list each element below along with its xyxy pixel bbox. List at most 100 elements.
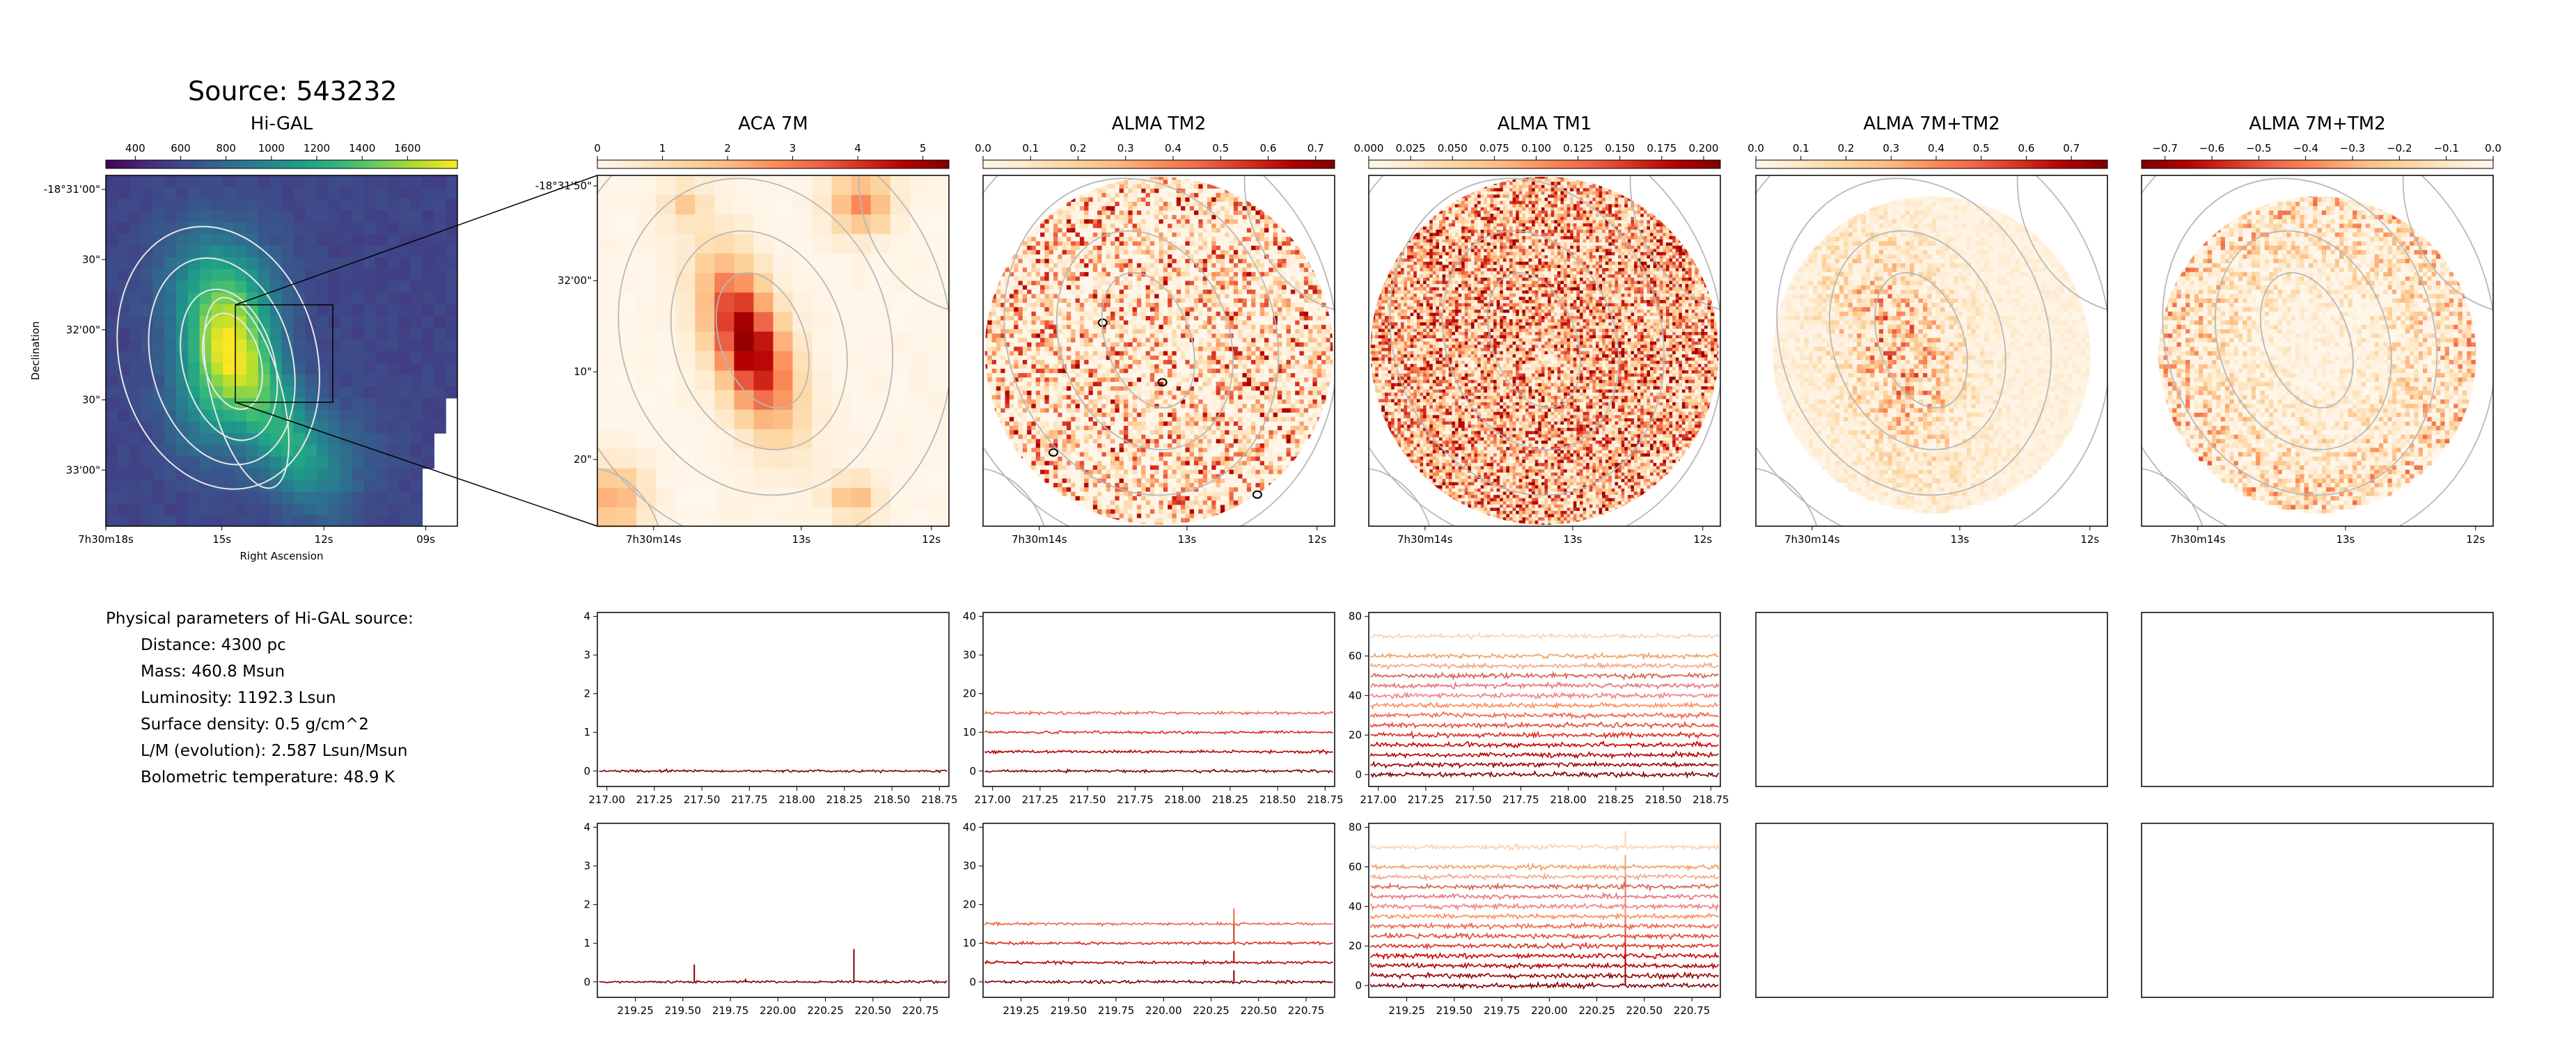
map-image [1370,177,1719,525]
contour-line [203,296,290,489]
map-title: ALMA TM2 [1112,113,1207,134]
spectrum-series [984,958,1333,966]
spectrum-series [1369,902,1720,912]
y-tick-label: 0 [583,976,590,988]
source-marker [1157,378,1168,387]
map-panel-4: ALMA TM1 0.000 0.025 0.050 0.075 0.100 0.125 0.… [1354,113,1721,546]
spectrum-series [1369,740,1719,750]
x-tick-label: 218.00 [1164,793,1201,806]
spectrum-series [1369,981,1719,990]
param-distance: Distance: 4300 pc [106,632,414,658]
spectrum-series [1369,750,1719,759]
y-tick-label: 0 [1355,768,1362,781]
colorbar-tick-label: 0.7 [2063,142,2080,155]
y-tick-label: 80 [1349,821,1362,834]
param-lm-ratio: L/M (evolution): 2.587 Lsun/Msun [106,738,414,764]
colorbar-tick-label: −0.2 [2387,142,2412,155]
spectrum-series [599,768,948,774]
y-tick-label: 33'00" [66,464,100,476]
y-tick-label: 32'00" [66,324,100,336]
colorbar-tick-label: 0.000 [1354,142,1384,155]
map-title: ALMA TM1 [1498,113,1592,134]
param-bolometric-temperature: Bolometric temperature: 48.9 K [106,764,414,791]
x-tick-label: 217.50 [1455,793,1492,806]
colorbar-tick-label: −0.1 [2433,142,2458,155]
map-panel-6: ALMA 7M+TM2 −0.7 −0.6 −0.5 −0.4 −0.3 −0.2 −0.1 0… [2141,113,2502,546]
y-tick-label: -18°31'50" [535,180,592,192]
y-tick-label: 20 [963,688,976,700]
spectrum-series [1369,961,1720,970]
y-tick-label: 10 [963,937,976,949]
spectrum-frame [1755,612,2108,787]
x-tick-label: 218.25 [1212,793,1249,806]
map-image [984,177,1333,525]
map-image [106,175,457,526]
x-tick-label: 218.50 [874,793,911,806]
colorbar-tick-label: 0.175 [1647,142,1676,155]
colorbar [597,159,950,169]
spectrum-frame [982,612,1335,787]
x-tick-label: 217.50 [1069,793,1106,806]
spectrum-series [1369,729,1720,740]
colorbar-tick-label: 0.4 [1165,142,1181,155]
x-tick-label: 218.50 [1259,793,1296,806]
contour-line [148,257,296,466]
map-panel-2: ACA 7M 0 1 2 3 4 5 7h30m14s 13s 12s -18°31'50" 32'0… [535,113,950,546]
colorbar-tick-label: 0.075 [1479,142,1509,155]
x-tick-label: 217.75 [1502,793,1539,806]
x-tick-label: 218.75 [1307,793,1344,806]
param-mass: Mass: 460.8 Msun [106,658,414,685]
colorbar-tick-label: 0.150 [1605,142,1635,155]
map-frame [1368,175,1721,527]
x-tick-label: 219.75 [1484,1004,1521,1017]
y-tick-label: 2 [583,899,590,911]
y-tick-label: 40 [963,610,976,623]
colorbar-tick-label: 0.025 [1396,142,1426,155]
x-tick-label: 218.00 [1550,793,1587,806]
x-tick-label: 220.25 [807,1004,844,1017]
params-heading: Physical parameters of Hi-GAL source: [106,606,414,632]
y-tick-label: 3 [583,649,590,661]
x-tick-label: 218.75 [1693,793,1729,806]
spectrum-series [1370,681,1720,690]
map-title: ALMA 7M+TM2 [1863,113,2000,134]
x-tick-label: 219.25 [1388,1004,1425,1017]
x-tick-label: 219.50 [1436,1004,1473,1017]
y-tick-label: 1 [583,726,590,738]
map-image [2158,196,2476,514]
map-panel-5: ALMA 7M+TM2 0.0 0.1 0.2 0.3 0.4 0.5 0.6 0.7 7h30m… [1748,113,2108,546]
spectrum-series [1369,951,1720,960]
x-tick-label: 219.75 [712,1004,749,1017]
x-tick-label: 220.25 [1578,1004,1615,1017]
x-tick-label: 218.50 [1645,793,1682,806]
colorbar-tick-label: 1600 [394,142,421,155]
colorbar-tick-label: 0.125 [1563,142,1593,155]
x-tick-label: 217.00 [1360,793,1397,806]
y-tick-label: 40 [1349,900,1362,912]
spectrum-series [984,921,1333,927]
colorbar-tick-label: 2 [724,142,731,155]
colorbar-tick-label: 0.200 [1688,142,1718,155]
spectrum-series [1369,651,1719,661]
zoom-box [235,304,333,403]
colorbar-tick-label: 0.3 [1117,142,1134,155]
x-tick-label: 13s [1563,533,1582,546]
x-tick-label: 220.50 [1626,1004,1663,1017]
colorbar-tick-label: 0.1 [1793,142,1809,155]
y-tick-label: 10 [963,726,976,738]
colorbar-tick-label: 800 [216,142,236,155]
colorbar-tick-label: 0.2 [1070,142,1087,155]
spectrum-series [984,749,1333,755]
contour-lines [2142,175,2493,526]
spectrum-series [1370,770,1720,779]
x-tick-label: 15s [212,533,231,546]
y-tick-label: 0 [969,765,976,777]
x-tick-label: 13s [2336,533,2355,546]
y-tick-label: 10" [574,365,592,378]
x-tick-label: 7h30m14s [2170,533,2226,546]
map-title: ACA 7M [738,113,808,134]
spectrum-panel-7: 219.25 219.50 219.75 220.00 220.25 220.50 220.… [963,821,1335,1017]
spectrum-series [984,709,1334,716]
zoom-connector [235,402,598,527]
param-surface-density: Surface density: 0.5 g/cm^2 [106,711,414,738]
